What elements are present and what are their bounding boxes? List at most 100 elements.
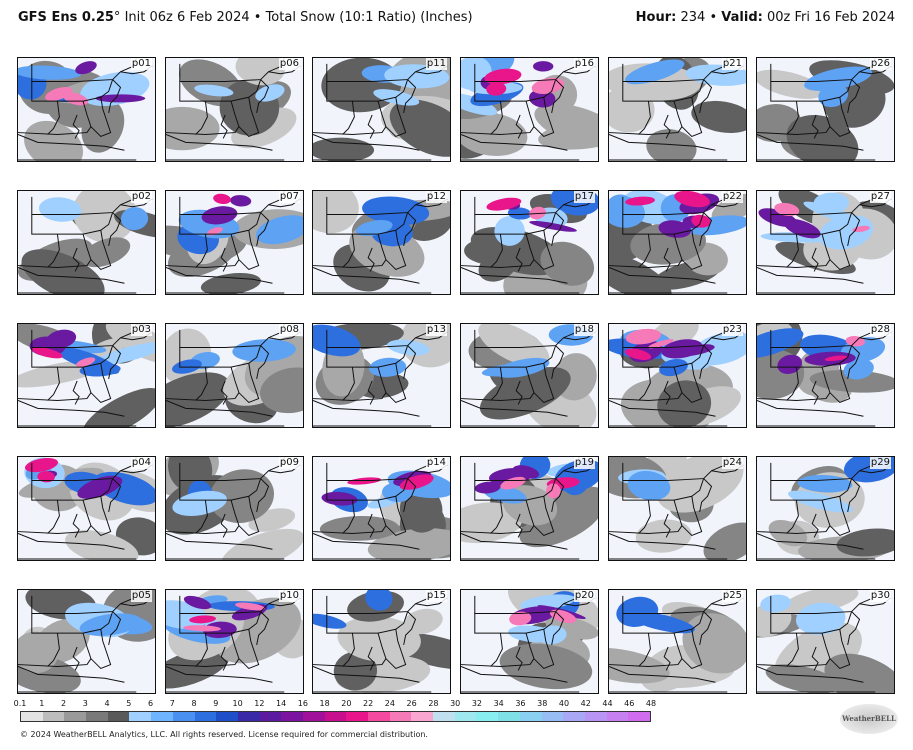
state-border xyxy=(313,392,387,402)
snow-area xyxy=(500,476,526,490)
snow-area xyxy=(172,490,227,517)
state-border xyxy=(326,79,409,102)
state-border xyxy=(108,478,122,513)
state-border xyxy=(474,478,557,501)
member-label: p21 xyxy=(721,58,743,70)
snow-area xyxy=(21,249,105,294)
state-border xyxy=(474,611,557,634)
member-label: p09 xyxy=(278,457,300,469)
state-border xyxy=(18,126,92,136)
state-border xyxy=(663,114,671,139)
state-border xyxy=(179,329,283,349)
colorbar-tick-label: 6 xyxy=(148,699,154,708)
snow-area xyxy=(836,528,894,557)
state-border xyxy=(821,496,851,537)
state-border xyxy=(551,79,565,114)
map-title: GFS Ens 0.25° Init 06z 6 Feb 2024 • Tota… xyxy=(18,10,473,25)
snow-map xyxy=(757,457,894,560)
colorbar-tick-label: 32 xyxy=(471,699,483,708)
colorbar-tick-label: 2 xyxy=(60,699,67,708)
state-border xyxy=(108,212,122,247)
state-border xyxy=(313,525,387,535)
state-border xyxy=(699,79,713,114)
state-border xyxy=(230,496,260,537)
member-label: p20 xyxy=(573,590,595,602)
state-border xyxy=(403,345,417,380)
colorbar-tick-label: 8 xyxy=(191,699,197,708)
state-border xyxy=(757,392,831,402)
snow-area xyxy=(788,490,853,513)
state-border xyxy=(403,611,417,646)
colorbar-segment xyxy=(172,712,195,721)
snow-area xyxy=(209,469,274,523)
snow-area xyxy=(255,84,285,102)
state-border xyxy=(326,611,409,634)
state-border xyxy=(220,114,228,139)
colorbar-segment xyxy=(324,712,347,721)
ensemble-member-panel: p27 xyxy=(756,190,895,295)
snow-area xyxy=(703,522,746,560)
colorbar-tick-label: 26 xyxy=(406,699,417,708)
state-border xyxy=(551,478,565,513)
state-border xyxy=(342,101,355,135)
state-border xyxy=(490,234,503,268)
state-border xyxy=(256,611,270,646)
state-border xyxy=(31,611,114,634)
colorbar-segment xyxy=(281,712,303,721)
state-border xyxy=(461,525,535,535)
state-border xyxy=(256,345,270,380)
state-border xyxy=(847,345,861,380)
snow-area xyxy=(531,77,565,94)
snow-area xyxy=(313,613,347,629)
state-border xyxy=(821,230,851,271)
state-border xyxy=(638,633,651,667)
state-border xyxy=(256,478,270,513)
ensemble-member-panel: p03 xyxy=(17,323,156,428)
state-border xyxy=(313,267,420,284)
state-border xyxy=(166,400,273,417)
state-border xyxy=(195,633,208,667)
state-border xyxy=(18,134,125,151)
state-border xyxy=(757,658,831,668)
state-border xyxy=(179,63,283,83)
state-border xyxy=(847,611,861,646)
ensemble-member-panel: p20 xyxy=(460,589,599,694)
colorbar-segment xyxy=(584,712,607,721)
snow-area xyxy=(843,358,874,380)
snow-area xyxy=(691,100,746,134)
snow-area xyxy=(672,344,715,357)
ensemble-member-panel: p13 xyxy=(312,323,451,428)
state-border xyxy=(811,646,819,671)
colorbar-segment xyxy=(237,712,260,721)
snow-map xyxy=(609,191,746,294)
state-border xyxy=(673,629,703,670)
snow-area xyxy=(82,388,155,427)
ensemble-member-panel: p12 xyxy=(312,190,451,295)
state-border xyxy=(166,525,240,535)
member-label: p27 xyxy=(869,191,891,203)
state-border xyxy=(82,629,112,670)
snow-area xyxy=(809,369,894,393)
state-border xyxy=(461,658,535,668)
state-border xyxy=(47,633,60,667)
snow-area xyxy=(512,465,540,479)
snow-map xyxy=(18,191,155,294)
colorbar-tick-label: 46 xyxy=(624,699,635,708)
state-border xyxy=(757,533,864,550)
snow-area xyxy=(657,457,744,513)
state-border xyxy=(461,400,568,417)
state-border xyxy=(326,345,409,368)
state-border xyxy=(622,478,705,501)
snow-area xyxy=(213,193,231,205)
state-border xyxy=(757,259,831,269)
colorbar-segment xyxy=(541,712,564,721)
state-border xyxy=(179,611,262,634)
snow-area xyxy=(206,227,223,236)
colorbar-segment xyxy=(476,712,499,721)
snow-area xyxy=(166,106,220,151)
state-border xyxy=(757,666,864,683)
state-border xyxy=(18,392,92,402)
ensemble-member-panel: p16 xyxy=(460,57,599,162)
colorbar-segment xyxy=(129,712,152,721)
state-border xyxy=(770,196,874,216)
